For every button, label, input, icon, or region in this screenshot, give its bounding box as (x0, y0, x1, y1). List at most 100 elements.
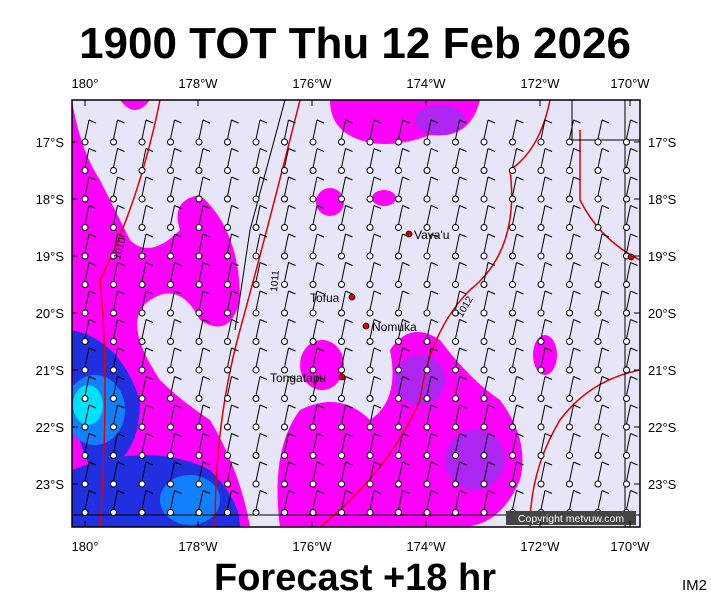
station (138, 224, 146, 231)
place-label: Tofua (310, 291, 340, 305)
barb-flag (402, 176, 410, 181)
barb-staff (569, 290, 574, 311)
barb-flag (573, 319, 581, 323)
barb-flag (601, 148, 610, 152)
barb-staff (426, 233, 432, 254)
lon-label-bottom: 178°W (178, 539, 218, 554)
barb-staff (398, 233, 403, 254)
barb-flag (117, 347, 125, 352)
barb-flag (430, 490, 439, 494)
barb-flag (601, 205, 610, 209)
barb-flag (145, 404, 154, 409)
barb-flag (630, 148, 638, 152)
barb-flag (231, 319, 239, 323)
station (281, 423, 288, 431)
station (423, 395, 431, 402)
barb-flag (231, 433, 239, 437)
barb-flag (373, 404, 382, 409)
barb-flag (459, 319, 467, 323)
barb-flag (373, 461, 382, 466)
barb-staff (540, 461, 546, 482)
barb-flag (259, 490, 268, 494)
barb-staff (141, 347, 147, 368)
barb-staff (113, 319, 118, 339)
barb-flag (487, 376, 496, 380)
barb-staff (141, 205, 147, 225)
barb-staff (369, 290, 375, 311)
barb-flag (288, 461, 296, 466)
barb-flag (174, 319, 182, 323)
barb-staff (312, 490, 318, 510)
station (338, 224, 345, 231)
barb-flag (145, 176, 154, 181)
barb-staff (113, 148, 118, 168)
station (509, 252, 516, 260)
barb-flag (145, 290, 154, 295)
barb-flag (174, 205, 182, 209)
barb-flag (174, 376, 182, 380)
station (252, 252, 260, 260)
barb-flag (544, 176, 553, 181)
barb-flag (430, 119, 439, 124)
barb-flag (516, 376, 524, 380)
station (395, 167, 402, 174)
barb-flag (601, 233, 610, 238)
barb-staff (483, 233, 489, 254)
station (110, 452, 117, 459)
barb-staff (369, 319, 375, 339)
station (537, 452, 545, 459)
barb-flag (430, 233, 439, 238)
barb-staff (113, 404, 118, 425)
station (224, 224, 231, 231)
barb-flag (145, 433, 154, 437)
barb-flag (487, 205, 496, 209)
station (195, 195, 203, 203)
station (566, 224, 573, 231)
barb-staff (255, 433, 261, 453)
station (480, 252, 488, 260)
lat-label-left: 18°S (36, 192, 65, 207)
barb-staff (398, 205, 403, 225)
station (110, 224, 117, 231)
barb-flag (516, 319, 524, 323)
barb-staff (198, 319, 204, 339)
barb-staff (84, 433, 90, 453)
barb-staff (141, 119, 147, 140)
barb-flag (402, 376, 410, 380)
barb-staff (512, 119, 517, 140)
barb-staff (141, 404, 147, 425)
barb-staff (455, 461, 460, 482)
lat-label-right: 22°S (648, 420, 677, 435)
station (81, 252, 89, 260)
barb-flag (202, 461, 211, 466)
barb-staff (369, 347, 375, 368)
barb-staff (113, 376, 118, 396)
barb-staff (426, 176, 432, 197)
barb-staff (597, 404, 603, 425)
barb-staff (426, 119, 432, 140)
station (224, 252, 231, 260)
barb-flag (117, 433, 125, 437)
station (509, 281, 516, 288)
station (594, 281, 602, 288)
lat-label-left: 22°S (36, 420, 65, 435)
station (281, 452, 288, 459)
barb-flag (145, 148, 154, 152)
station (480, 281, 488, 288)
copyright-box (506, 511, 636, 525)
barb-flag (259, 290, 268, 295)
barb-flag (516, 404, 524, 409)
barb-flag (459, 290, 467, 295)
barb-staff (312, 205, 318, 225)
station (309, 423, 317, 431)
barb-staff (284, 290, 289, 311)
barb-flag (373, 119, 382, 124)
station (537, 338, 545, 345)
lat-label-right: 17°S (648, 135, 677, 150)
barb-staff (198, 262, 204, 282)
station (281, 366, 288, 374)
station (224, 195, 231, 203)
station (309, 395, 317, 402)
barb-flag (259, 347, 268, 352)
barb-staff (512, 490, 517, 510)
